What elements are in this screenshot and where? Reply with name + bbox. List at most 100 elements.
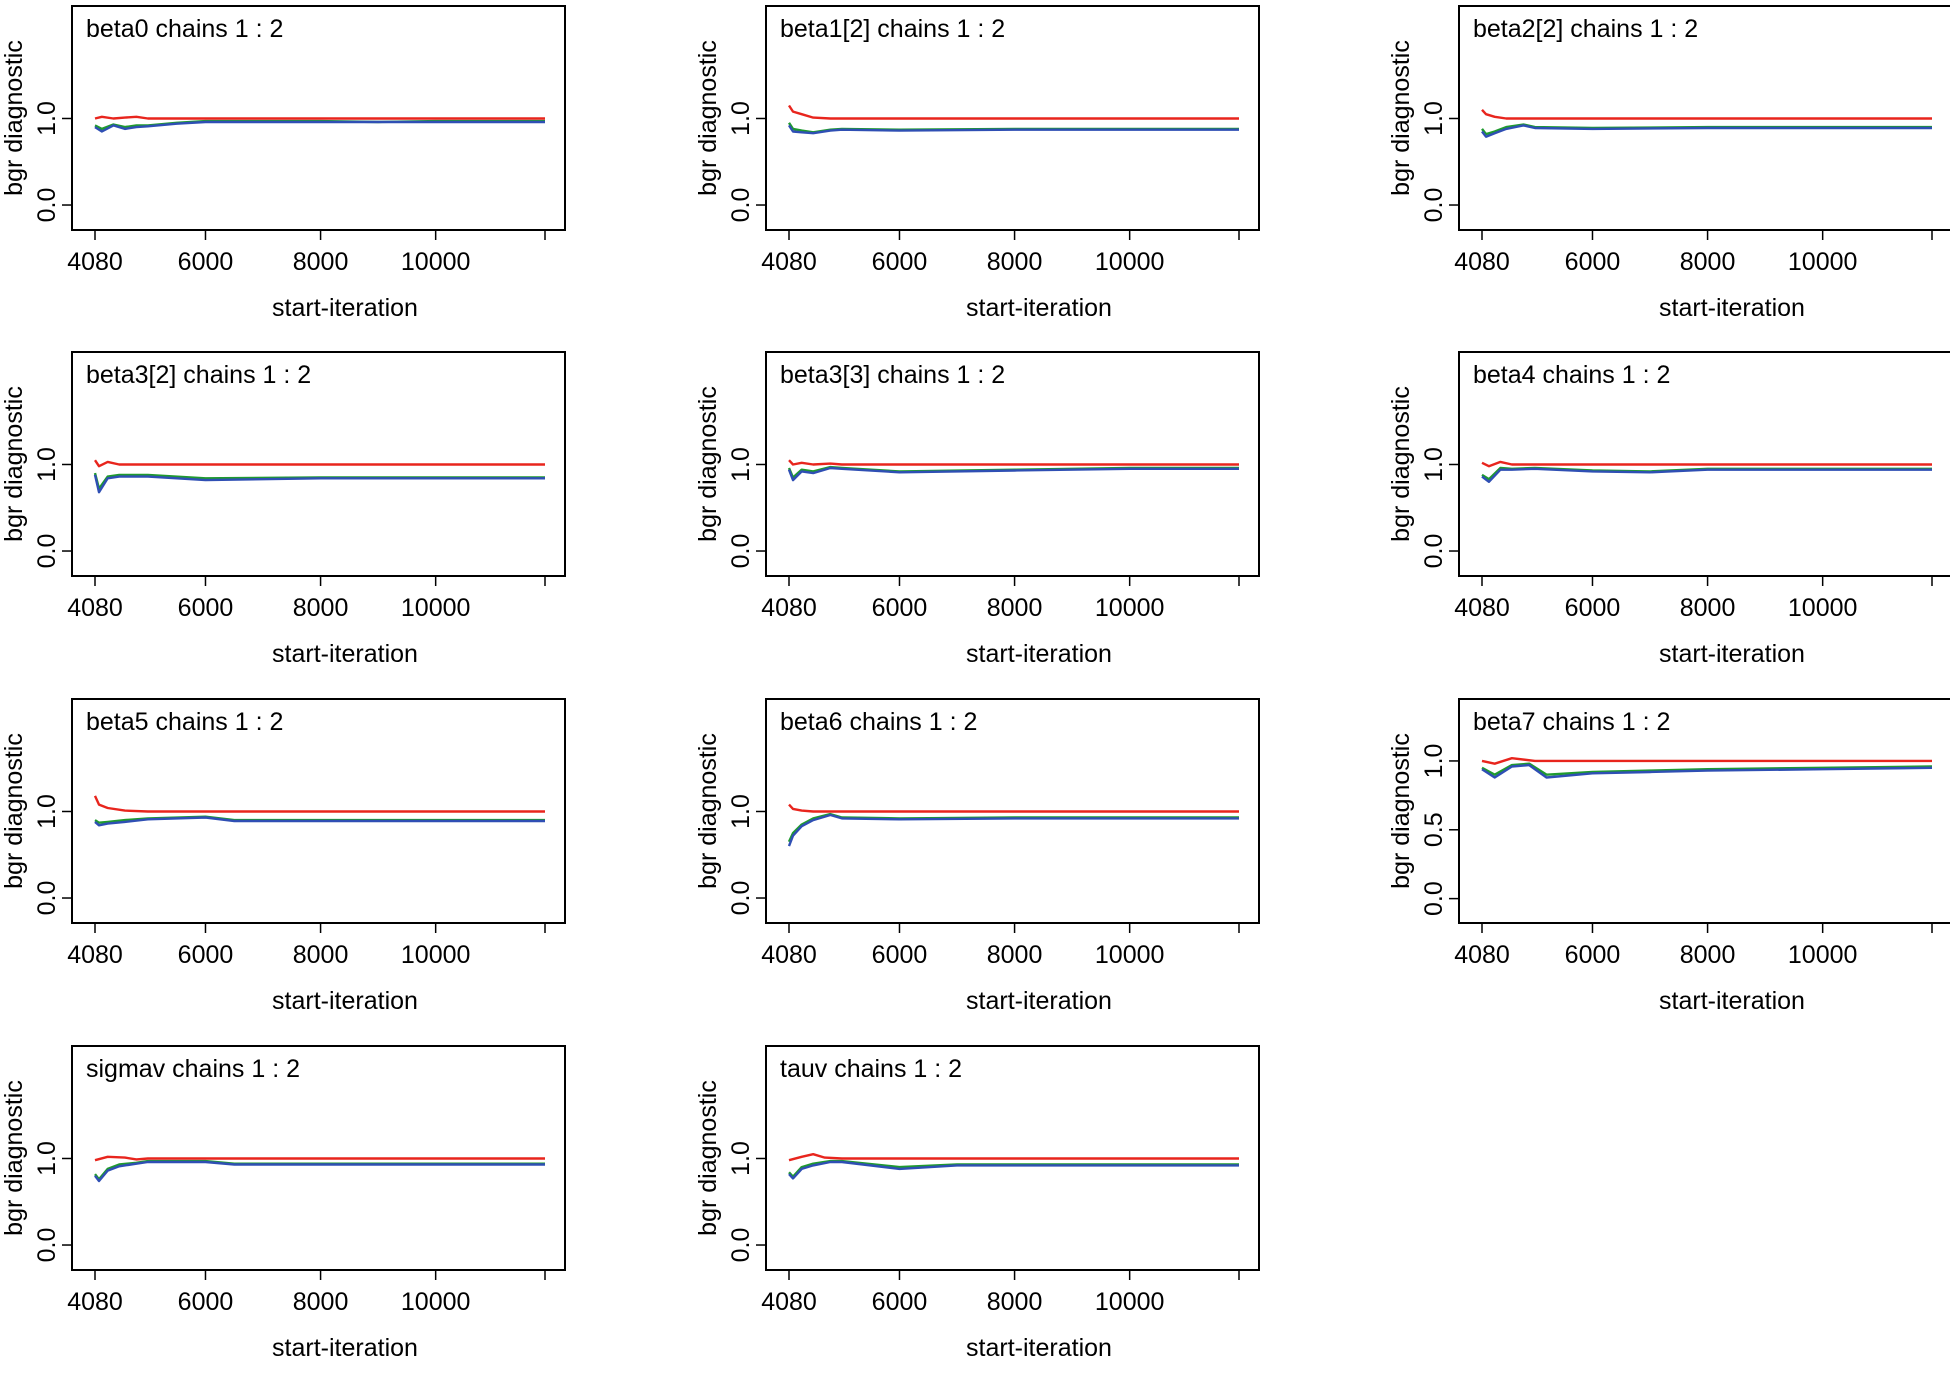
y-axis-label: bgr diagnostic [694, 733, 722, 889]
y-axis-label: bgr diagnostic [694, 386, 722, 542]
y-axis-label: bgr diagnostic [0, 733, 28, 889]
series-blue-line [94, 120, 545, 133]
y-tick-label: 0.0 [727, 534, 755, 569]
x-tick-label: 10000 [1788, 941, 1858, 969]
x-axis-label: start-iteration [966, 987, 1112, 1015]
series-red-line [94, 1155, 545, 1162]
x-tick-label: 4080 [761, 1288, 817, 1316]
series-red-line [788, 803, 1239, 813]
x-tick-label: 8000 [987, 941, 1043, 969]
chart-svg: beta3[2] chains 1 : 2 4080 6000 8000 10000 st… [0, 351, 566, 668]
chart-title: beta0 chains 1 : 2 [86, 15, 283, 43]
x-tick-label: 6000 [872, 1288, 928, 1316]
chart-panel-3: beta2[2] chains 1 : 2 4080 6000 8000 10000 st… [1387, 0, 1950, 340]
x-tick-label: 6000 [1565, 941, 1621, 969]
x-tick-label: 4080 [67, 248, 123, 276]
chart-panel-7: beta5 chains 1 : 2 4080 6000 8000 10000 start… [0, 693, 566, 1033]
y-axis-label: bgr diagnostic [0, 386, 28, 542]
chart-svg: beta5 chains 1 : 2 4080 6000 8000 10000 start… [0, 698, 566, 1015]
x-tick-label: 4080 [1454, 594, 1510, 622]
x-tick-label: 8000 [987, 594, 1043, 622]
chart-svg: beta3[3] chains 1 : 2 4080 6000 8000 10000 st… [694, 351, 1260, 668]
chart-panel-6: beta4 chains 1 : 2 4080 6000 8000 10000 start… [1387, 346, 1950, 686]
x-tick-label: 8000 [293, 594, 349, 622]
x-tick-label: 8000 [987, 1288, 1043, 1316]
x-tick-label: 10000 [1788, 248, 1858, 276]
series-red-line [1481, 108, 1932, 120]
y-axis-label: bgr diagnostic [1387, 733, 1415, 889]
y-tick-label: 0.0 [727, 188, 755, 223]
y-tick-label: 1.0 [33, 447, 61, 482]
series-green-line [1481, 762, 1933, 776]
y-tick-label: 1.0 [33, 1141, 61, 1176]
x-tick-label: 10000 [1095, 594, 1165, 622]
y-axis-label: bgr diagnostic [694, 40, 722, 196]
x-axis-label: start-iteration [272, 294, 418, 322]
x-axis-label: start-iteration [272, 640, 418, 668]
x-tick-label: 10000 [1095, 248, 1165, 276]
chart-svg: beta1[2] chains 1 : 2 4080 6000 8000 10000 st… [694, 5, 1260, 322]
chart-title: beta4 chains 1 : 2 [1473, 361, 1670, 389]
x-tick-label: 6000 [872, 594, 928, 622]
chart-panel-2: beta1[2] chains 1 : 2 4080 6000 8000 10000 st… [694, 0, 1260, 340]
series-blue-line [1481, 467, 1932, 484]
series-blue-line [787, 813, 1239, 847]
y-tick-label: 0.0 [33, 1228, 61, 1263]
x-tick-label: 8000 [293, 1288, 349, 1316]
series-blue-line [94, 1160, 545, 1183]
x-axis-label: start-iteration [272, 987, 418, 1015]
x-tick-label: 10000 [1095, 1288, 1165, 1316]
x-axis-label: start-iteration [1659, 294, 1805, 322]
chart-panel-1: beta0 chains 1 : 2 4080 6000 8000 10000 start… [0, 0, 566, 340]
x-tick-label: 6000 [1565, 594, 1621, 622]
x-axis-label: start-iteration [1659, 640, 1805, 668]
y-tick-label: 0.0 [33, 188, 61, 223]
series-blue-line [93, 474, 545, 494]
x-tick-label: 4080 [761, 594, 817, 622]
y-tick-label: 1.0 [1420, 101, 1448, 136]
y-tick-label: 1.0 [727, 1141, 755, 1176]
x-tick-label: 10000 [401, 594, 471, 622]
x-tick-label: 4080 [1454, 248, 1510, 276]
y-tick-label: 0.0 [1420, 188, 1448, 223]
x-tick-label: 4080 [761, 941, 817, 969]
series-green-line [93, 472, 545, 490]
chart-panel-10: sigmav chains 1 : 2 4080 6000 8000 10000 star… [0, 1040, 566, 1380]
series-red-line [93, 795, 545, 813]
series-red-line [787, 104, 1239, 120]
y-axis-label: bgr diagnostic [694, 1080, 722, 1236]
chart-title: tauv chains 1 : 2 [780, 1055, 962, 1083]
y-tick-label: 0.0 [727, 881, 755, 916]
series-red-line [94, 459, 545, 468]
series-red-line [94, 115, 545, 120]
series-blue-line [787, 124, 1239, 135]
y-axis-label: bgr diagnostic [1387, 386, 1415, 542]
y-tick-label: 1.0 [33, 101, 61, 136]
series-blue-line [1481, 124, 1932, 138]
y-tick-label: 1.0 [1420, 447, 1448, 482]
chart-svg: beta4 chains 1 : 2 4080 6000 8000 10000 start… [1387, 351, 1950, 668]
chart-title: beta3[3] chains 1 : 2 [780, 361, 1005, 389]
x-tick-label: 6000 [1565, 248, 1621, 276]
x-tick-label: 6000 [178, 941, 234, 969]
x-tick-label: 4080 [67, 594, 123, 622]
chart-svg: beta2[2] chains 1 : 2 4080 6000 8000 10000 st… [1387, 5, 1950, 322]
series-blue-line [94, 816, 545, 827]
chart-svg: beta0 chains 1 : 2 4080 6000 8000 10000 start… [0, 5, 566, 322]
x-tick-label: 4080 [1454, 941, 1510, 969]
x-tick-label: 8000 [293, 941, 349, 969]
series-blue-line [788, 1160, 1239, 1180]
x-tick-label: 8000 [1680, 594, 1736, 622]
y-tick-label: 0.5 [1420, 812, 1448, 847]
x-tick-label: 10000 [401, 248, 471, 276]
chart-title: beta7 chains 1 : 2 [1473, 708, 1670, 736]
series-blue-line [1481, 763, 1933, 779]
x-axis-label: start-iteration [1659, 987, 1805, 1015]
chart-title: beta3[2] chains 1 : 2 [86, 361, 311, 389]
x-tick-label: 10000 [1788, 594, 1858, 622]
chart-title: beta6 chains 1 : 2 [780, 708, 977, 736]
series-red-line [788, 1152, 1239, 1162]
series-red-line [788, 459, 1239, 466]
y-axis-label: bgr diagnostic [1387, 40, 1415, 196]
